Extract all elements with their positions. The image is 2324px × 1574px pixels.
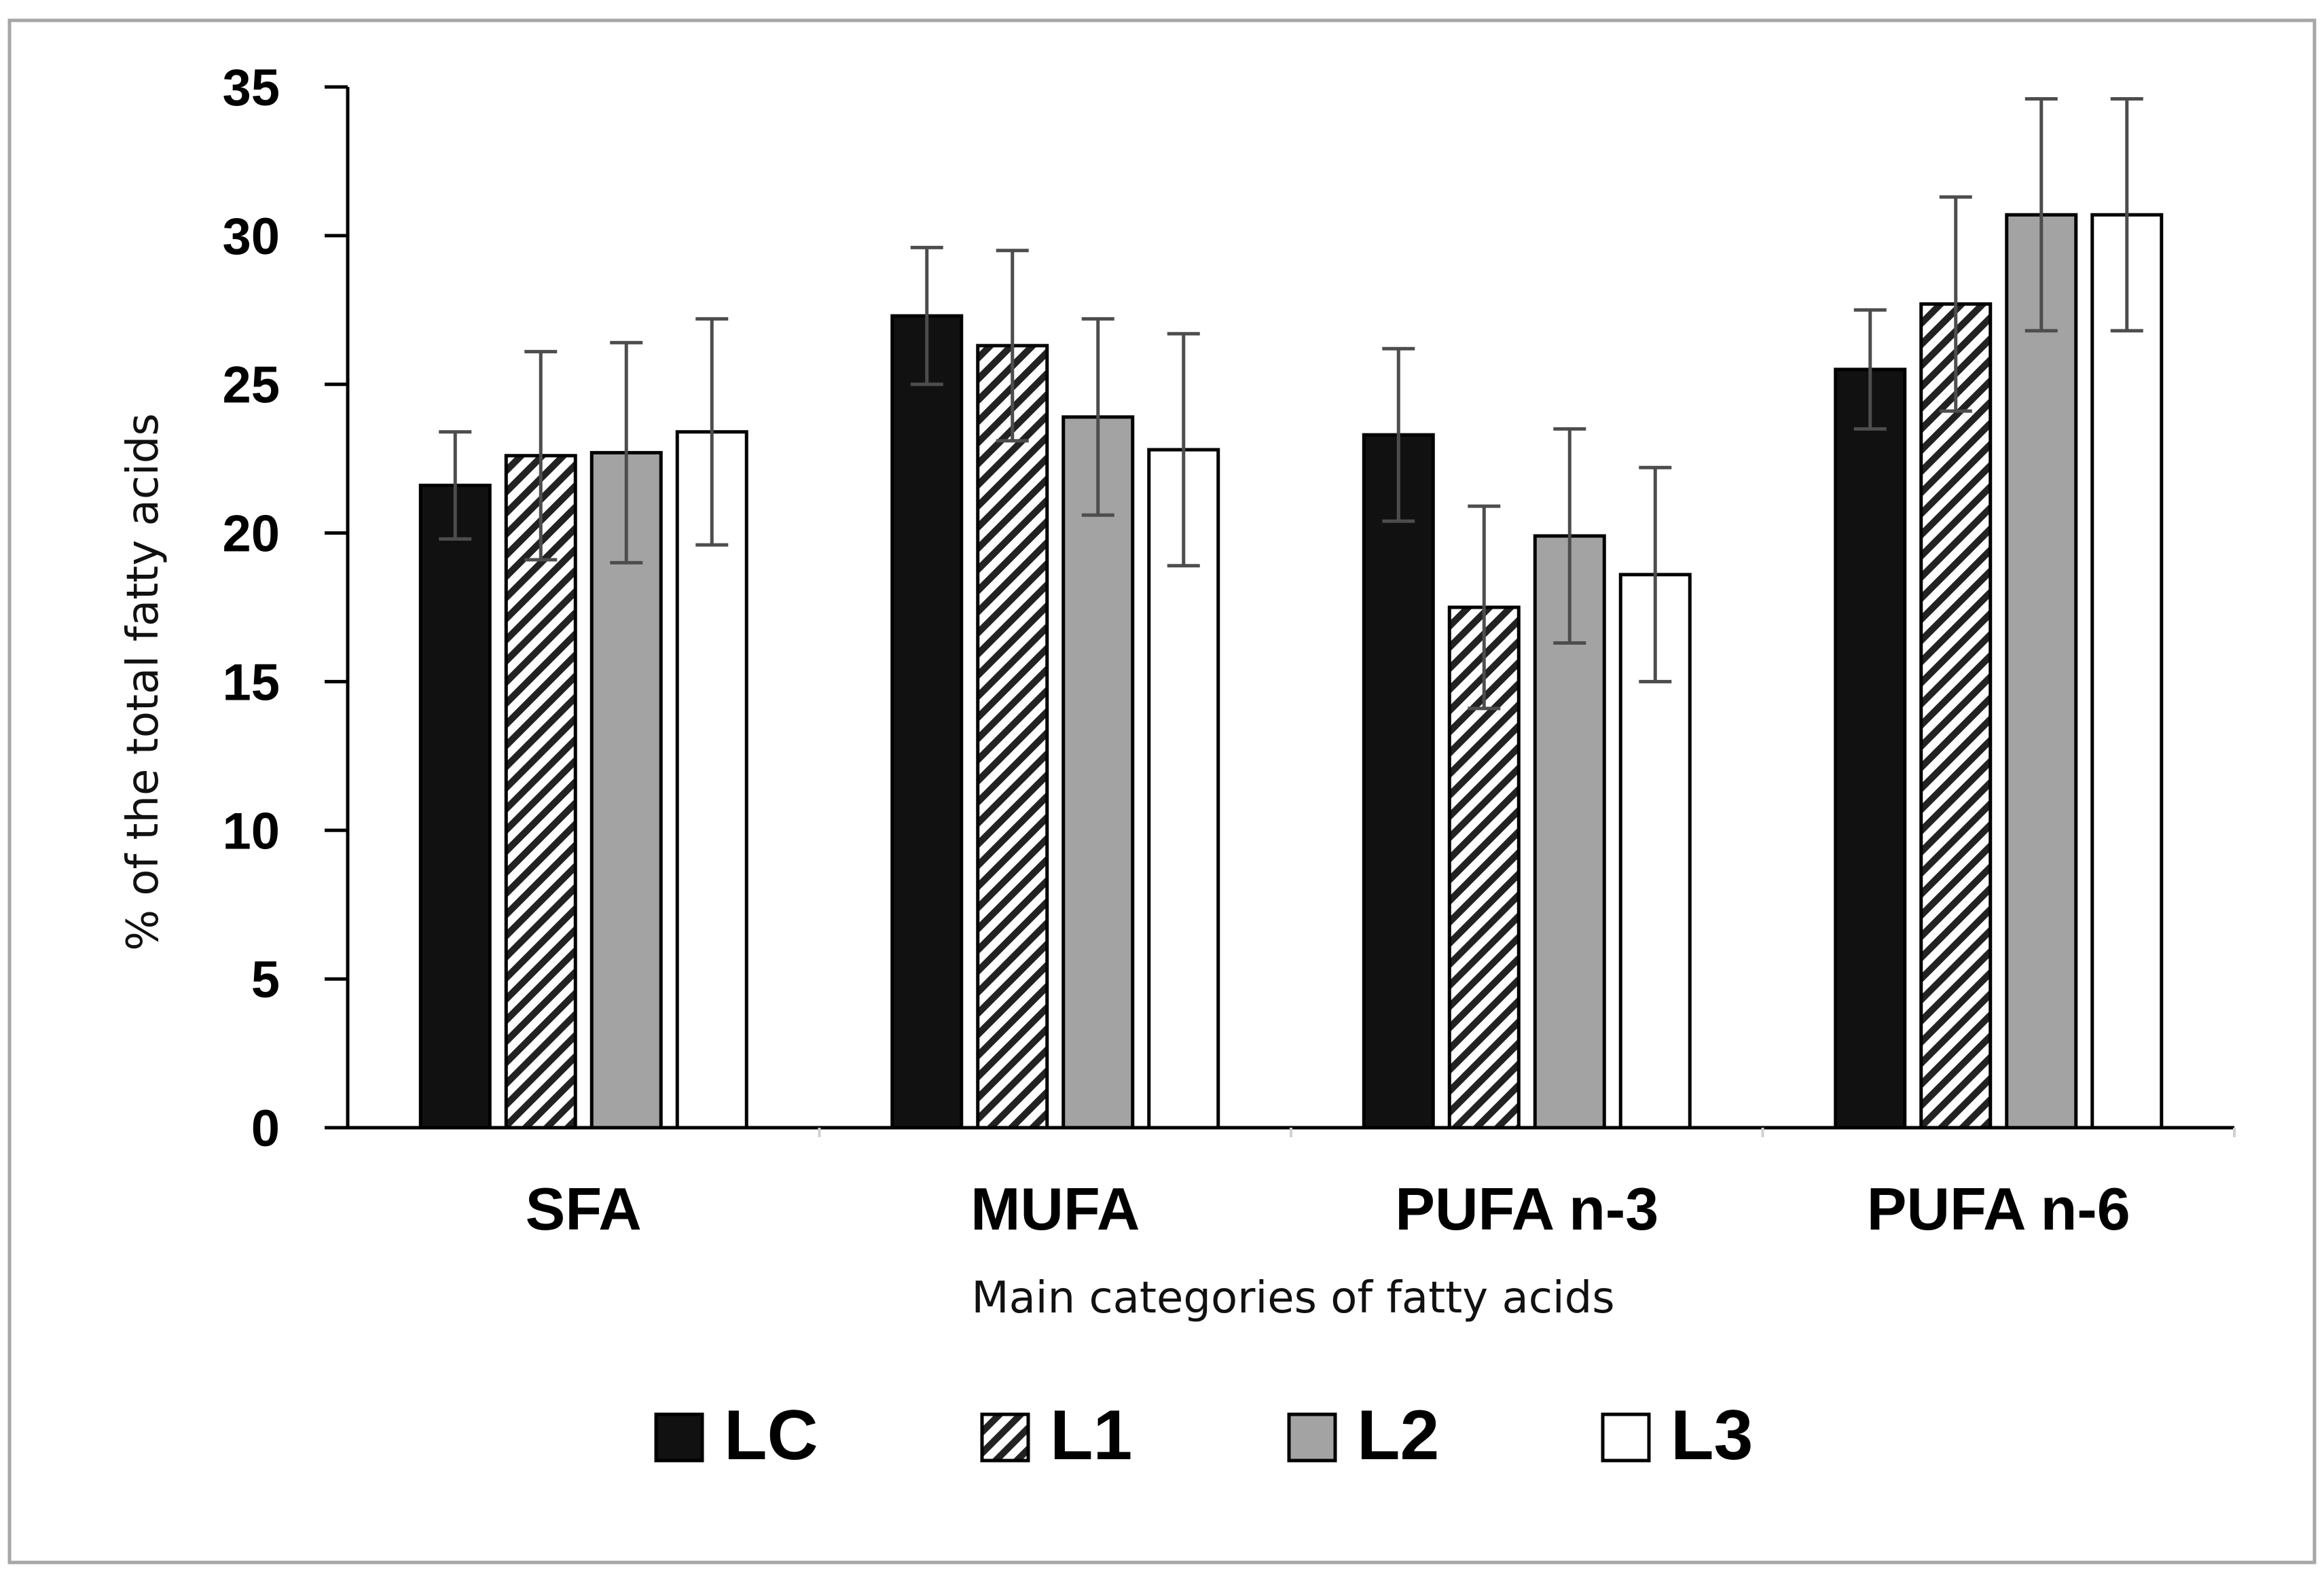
legend-swatch-L1	[980, 1412, 1030, 1463]
legend-label-L3: L3	[1671, 1396, 1753, 1475]
bar-L2-MUFA	[1061, 415, 1135, 1130]
x-axis-title: Main categories of fatty acids	[971, 1273, 1614, 1323]
legend-swatch-LC	[654, 1412, 704, 1463]
x-tick-label: PUFA n-6	[1867, 1175, 2130, 1242]
bar-LC-SFA	[418, 484, 492, 1130]
y-tick-label: 30	[222, 208, 280, 266]
x-tick-label: SFA	[526, 1175, 642, 1242]
bar-L3-PUFA-n-6	[2090, 213, 2164, 1130]
legend-label-L2: L2	[1357, 1396, 1439, 1475]
legend-swatch-L3	[1601, 1412, 1651, 1463]
legend: LC L1 L2 L3	[654, 1396, 1753, 1475]
y-tick-label: 0	[251, 1100, 280, 1158]
y-tick-label: 15	[222, 654, 280, 711]
y-tick-label: 20	[222, 505, 280, 563]
legend-label-LC: LC	[724, 1396, 818, 1475]
bar-L1-MUFA	[976, 344, 1049, 1130]
plot-area: 0 5 10 15 20 25 30 35 SFA MUFA PUFA n-3 PUFA n-6	[222, 59, 2236, 1242]
y-tick-label: 10	[222, 802, 280, 860]
y-tick-label: 5	[251, 951, 280, 1009]
bar-L2-PUFA-n-6	[2005, 213, 2078, 1130]
bar-LC-PUFA-n-6	[1834, 368, 1907, 1130]
bar-L2-SFA	[589, 450, 663, 1130]
y-tick-label: 35	[222, 59, 280, 117]
y-tick-label: 25	[222, 357, 280, 414]
x-tick-label: PUFA n-3	[1395, 1175, 1658, 1242]
bar-LC-PUFA-n-3	[1362, 433, 1435, 1130]
legend-swatch-L2	[1287, 1412, 1337, 1463]
x-tick-label: MUFA	[970, 1175, 1140, 1242]
bar-L1-PUFA-n-6	[1919, 302, 1993, 1130]
bar-LC-MUFA	[890, 314, 964, 1130]
legend-label-L1: L1	[1050, 1396, 1132, 1475]
y-axis-title: % of the total fatty acids	[118, 413, 168, 951]
